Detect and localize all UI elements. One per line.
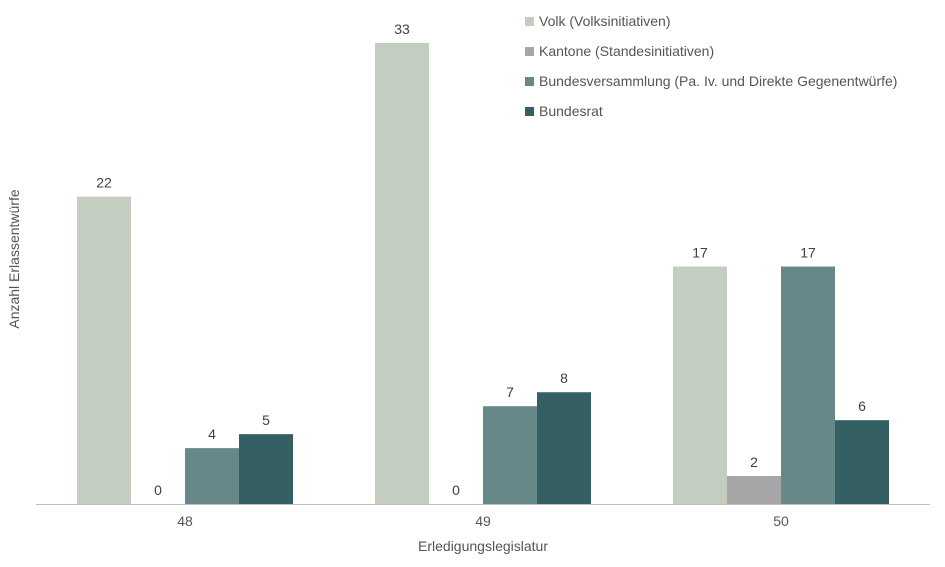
legend-swatch-series-1 [525,17,534,26]
data-label-48-series-3: 4 [208,426,216,442]
data-label-50-series-4: 6 [858,398,866,414]
bar-50-series-4 [835,420,889,504]
bar-48-series-4 [239,434,293,504]
data-label-48-series-1: 22 [96,175,112,191]
bar-50-series-1 [673,266,727,504]
legend-swatch-series-2 [525,47,534,56]
bar-49-series-4 [537,392,591,504]
bar-48-series-3 [185,448,239,504]
data-label-50-series-2: 2 [750,454,758,470]
bars-group [77,43,889,504]
data-label-50-series-3: 17 [800,245,816,261]
data-label-48-series-2: 0 [154,482,162,498]
x-tick-labels: 48 49 50 [177,513,789,529]
data-label-50-series-1: 17 [692,245,708,261]
data-label-49-series-1: 33 [394,21,410,37]
data-labels-group: 22 0 4 5 33 0 7 8 17 2 17 6 [96,21,866,498]
legend-swatch-series-4 [525,107,534,116]
bar-48-series-1 [77,196,131,504]
legend-label-series-2: Kantone (Standesinitiativen) [539,43,714,59]
legend-label-series-4: Bundesrat [539,103,603,119]
y-axis-title: Anzahl Erlassentwürfe [6,189,22,329]
data-label-49-series-2: 0 [452,482,460,498]
legend: Volk (Volksinitiativen) Kantone (Standesi… [525,13,897,119]
bar-50-series-2 [727,476,781,504]
legend-label-series-3: Bundesversammlung (Pa. Iv. und Direkte G… [539,73,897,89]
data-label-49-series-4: 8 [560,370,568,386]
x-tick-label-50: 50 [773,513,789,529]
bar-49-series-3 [483,406,537,504]
x-tick-label-48: 48 [177,513,193,529]
bar-49-series-1 [375,43,429,504]
legend-label-series-1: Volk (Volksinitiativen) [539,13,671,29]
data-label-48-series-4: 5 [262,412,270,428]
legend-swatch-series-3 [525,77,534,86]
bar-50-series-3 [781,266,835,504]
data-label-49-series-3: 7 [506,384,514,400]
x-axis-title: Erledigungslegislatur [418,538,548,554]
x-tick-label-49: 49 [475,513,491,529]
